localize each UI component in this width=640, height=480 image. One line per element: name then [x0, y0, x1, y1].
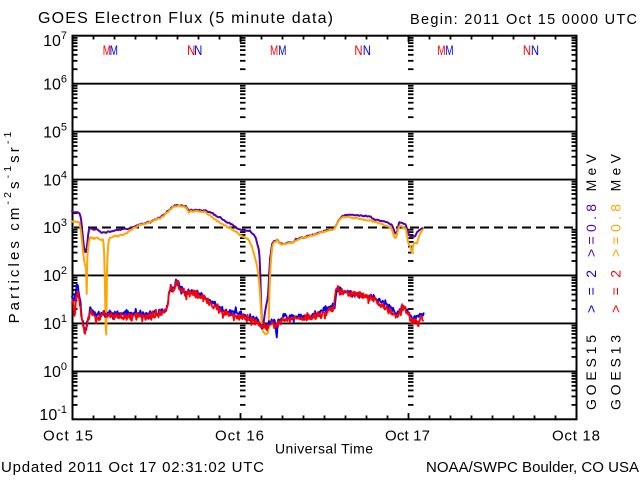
svg-text:N: N [194, 42, 202, 58]
svg-text:GOES Electron Flux (5 minute d: GOES Electron Flux (5 minute data) [38, 10, 333, 27]
svg-text:N: N [363, 42, 371, 58]
svg-text:Oct 15: Oct 15 [43, 428, 93, 445]
svg-text:Begin: 2011 Oct 15 0000 UTC: Begin: 2011 Oct 15 0000 UTC [410, 12, 637, 28]
svg-text:>=2: >=2 [583, 270, 599, 313]
svg-text:M: M [110, 42, 118, 58]
svg-text:N: N [523, 42, 531, 58]
svg-text:M: M [278, 42, 286, 58]
svg-text:Universal Time: Universal Time [275, 441, 373, 457]
svg-text:N: N [531, 42, 539, 58]
svg-text:GOES13: GOES13 [608, 335, 624, 410]
svg-text:M: M [437, 42, 445, 58]
svg-text:Oct 17: Oct 17 [385, 428, 430, 445]
svg-text:N: N [187, 42, 195, 58]
svg-text:GOES15: GOES15 [583, 335, 599, 410]
svg-text:M: M [103, 42, 111, 58]
svg-text:NOAA/SWPC Boulder, CO USA: NOAA/SWPC Boulder, CO USA [426, 459, 639, 476]
svg-text:N: N [354, 42, 362, 58]
svg-text:Oct 18: Oct 18 [552, 428, 600, 445]
svg-text:M: M [270, 42, 278, 58]
svg-text:Oct 16: Oct 16 [215, 428, 264, 445]
svg-text:M: M [445, 42, 453, 58]
svg-text:Particles cm-2s-1sr-1: Particles cm-2s-1sr-1 [2, 129, 23, 324]
svg-text:>=0.8 MeV: >=0.8 MeV [608, 153, 624, 257]
svg-text:>=0.8 MeV: >=0.8 MeV [583, 153, 599, 257]
svg-text:>=2: >=2 [608, 270, 624, 313]
svg-text:Updated 2011 Oct 17 02:31:02 U: Updated 2011 Oct 17 02:31:02 UTC [1, 459, 264, 476]
